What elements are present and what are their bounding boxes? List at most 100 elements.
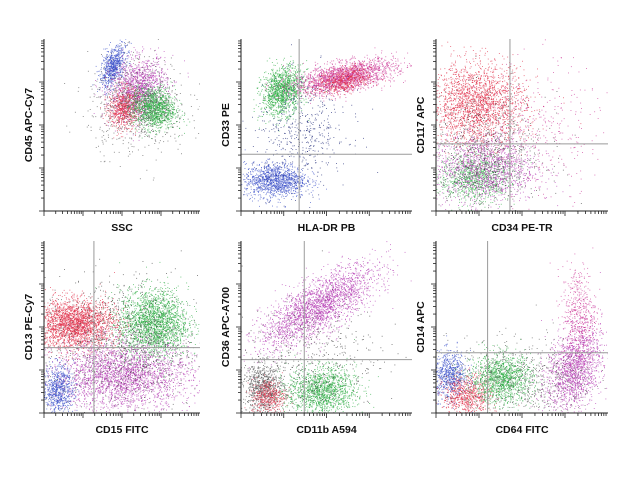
event-dot [140, 82, 142, 83]
event-dot [124, 63, 126, 65]
event-dot [146, 74, 148, 76]
event-dot [115, 54, 117, 56]
event-dot [134, 103, 136, 105]
event-dot [129, 42, 131, 44]
event-dot [169, 123, 171, 125]
event-dot [120, 82, 122, 84]
event-dot [155, 66, 157, 68]
event-dot [129, 104, 131, 105]
event-dot [119, 112, 121, 113]
event-dot [124, 72, 126, 74]
event-dot [117, 119, 118, 121]
event-dot [157, 92, 159, 94]
event-dot [123, 124, 125, 126]
event-dot [162, 107, 164, 109]
event-dot [143, 116, 145, 117]
event-dot [260, 115, 262, 117]
event-dot [117, 65, 119, 67]
event-dot [126, 71, 128, 73]
event-dot [140, 86, 142, 88]
event-dot [135, 127, 137, 129]
event-dot [125, 100, 127, 102]
event-dot [115, 61, 117, 63]
event-dot [138, 107, 140, 109]
event-dot [167, 111, 169, 113]
event-dot [166, 116, 168, 118]
event-dot [134, 64, 136, 66]
event-dot [92, 116, 94, 118]
event-dot [155, 159, 157, 161]
event-dot [283, 104, 285, 105]
event-dot [169, 96, 171, 98]
event-dot [111, 116, 113, 118]
event-dot [174, 92, 176, 94]
event-dot [257, 119, 259, 121]
event-dot [141, 101, 143, 103]
event-dot [131, 66, 133, 67]
event-dot [135, 120, 137, 121]
event-dot [151, 124, 153, 126]
event-dot [173, 81, 175, 82]
event-dot [156, 107, 158, 108]
event-dot [112, 114, 114, 116]
event-dot [119, 80, 121, 82]
event-dot [104, 160, 106, 162]
event-dot [122, 68, 123, 69]
event-dot [123, 82, 125, 84]
event-dot [164, 87, 166, 89]
event-dot [144, 83, 145, 84]
event-dot [144, 99, 146, 100]
event-dot [144, 118, 145, 120]
event-dot [146, 91, 148, 93]
event-dot [278, 103, 280, 104]
event-dot [139, 61, 141, 63]
event-dot [112, 70, 114, 72]
event-dot [167, 104, 169, 106]
event-dot [125, 95, 127, 97]
event-dot [134, 73, 136, 75]
event-dot [154, 61, 156, 63]
event-dot [112, 58, 114, 60]
event-dot [158, 47, 159, 49]
event-dot [116, 60, 117, 62]
event-dot [104, 93, 106, 95]
event-dot [156, 53, 158, 55]
event-dot [155, 126, 157, 128]
event-dot [113, 116, 115, 118]
event-dot [159, 85, 161, 87]
event-dot [138, 85, 140, 87]
event-dot [121, 123, 122, 125]
event-dot [171, 124, 173, 126]
event-dot [144, 103, 146, 105]
event-dot [184, 60, 185, 62]
event-dot [132, 95, 134, 97]
event-dot [131, 81, 133, 82]
event-dot [148, 89, 150, 91]
event-dot [162, 100, 164, 102]
event-dot [95, 84, 97, 86]
event-dot [146, 100, 148, 102]
event-dot [160, 127, 161, 129]
event-dot [136, 112, 138, 113]
event-dot [153, 92, 155, 94]
event-dot [124, 74, 126, 76]
event-dot [113, 122, 115, 124]
event-dot [113, 74, 115, 76]
event-dot [124, 44, 126, 46]
event-dot [155, 115, 157, 117]
event-dot [169, 105, 171, 106]
event-dot [121, 96, 123, 98]
event-dot [138, 109, 140, 111]
event-dot [130, 143, 132, 145]
event-dot [202, 119, 203, 120]
event-dot [125, 113, 127, 115]
event-dot [117, 56, 119, 57]
event-dot [127, 114, 129, 116]
event-dot [121, 109, 123, 111]
event-dot [127, 97, 128, 99]
event-dot [165, 103, 167, 105]
event-dot [133, 107, 135, 109]
event-dot [132, 68, 134, 70]
event-dot [151, 94, 153, 96]
event-dot [151, 110, 153, 111]
